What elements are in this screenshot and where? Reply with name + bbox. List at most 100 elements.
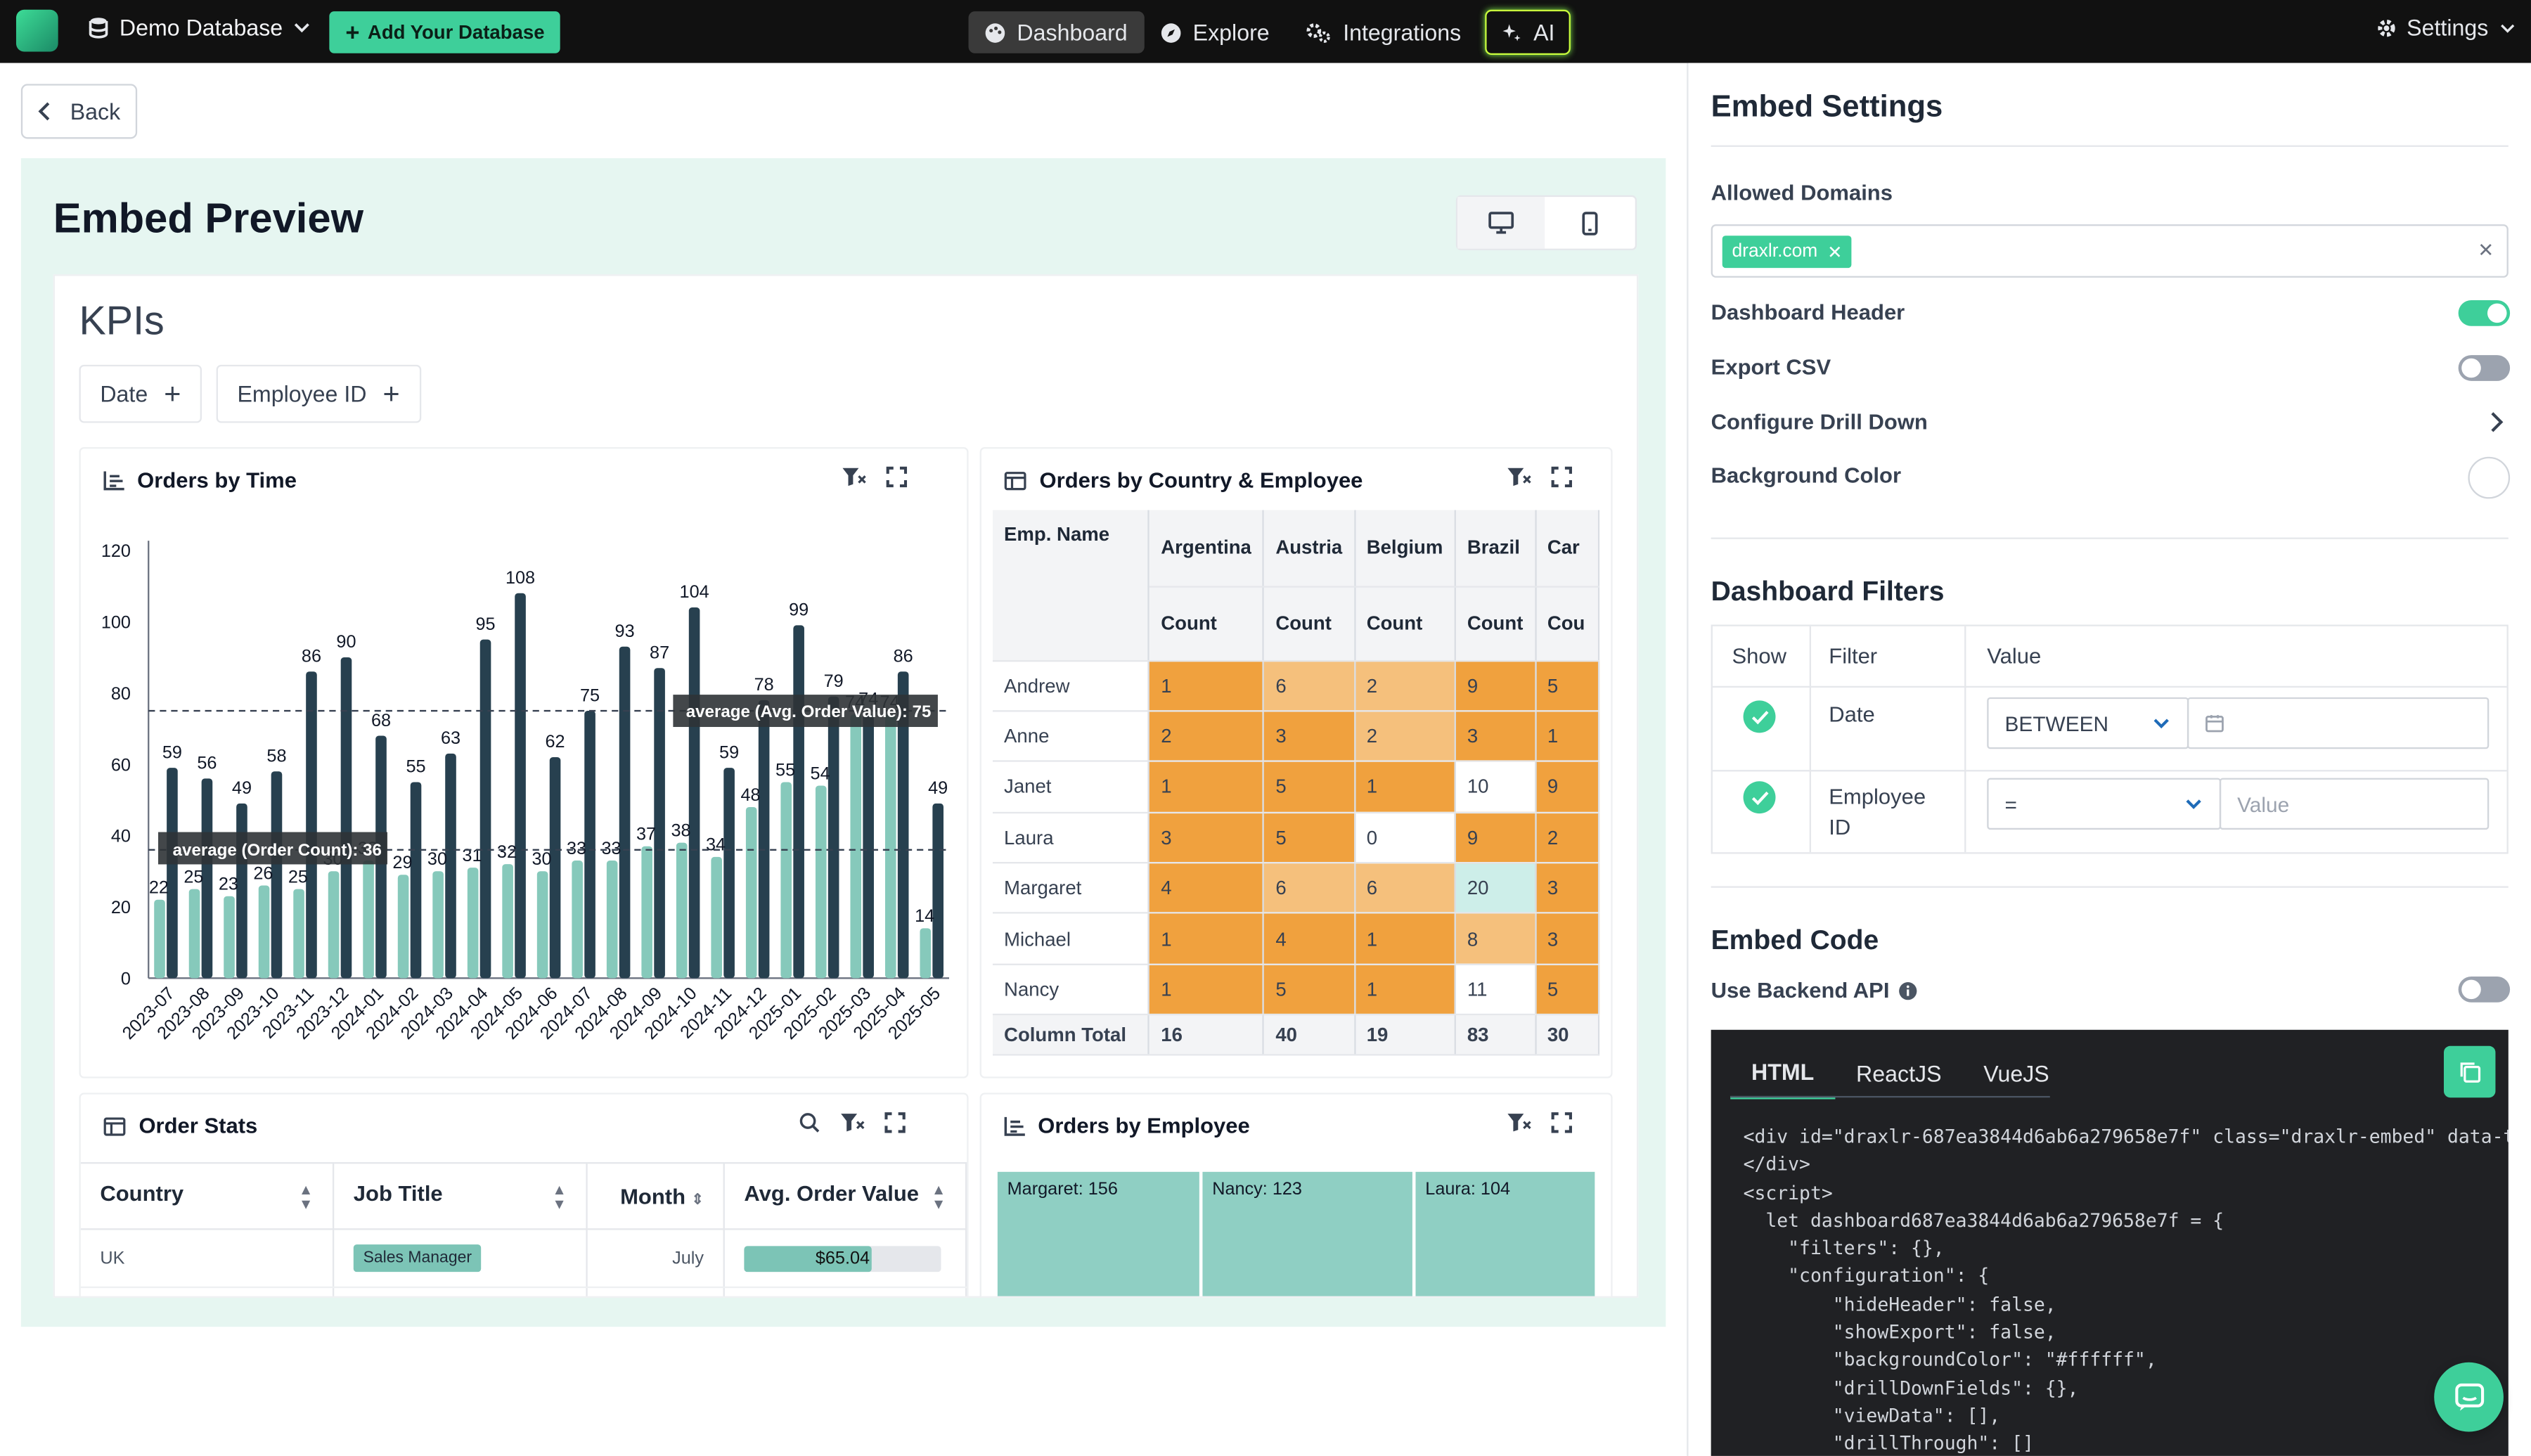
filter-icon[interactable] — [841, 467, 867, 488]
orders-by-time-header: Orders by Time — [103, 468, 297, 492]
card-title: Orders by Time — [137, 468, 297, 493]
pivot-measure: Count — [1263, 586, 1355, 662]
allowed-domains-input[interactable]: draxlr.com ✕ ✕ — [1711, 224, 2509, 278]
configure-drill-down-label[interactable]: Configure Drill Down — [1711, 410, 1928, 434]
chart-icon — [1004, 1116, 1025, 1136]
pivot-cell: 1 — [1354, 761, 1456, 813]
show-employee-checkbox[interactable] — [1743, 781, 1776, 814]
bar-avg-order-value — [676, 842, 688, 979]
date-range-input[interactable] — [2187, 697, 2490, 749]
column-header-value: Value — [1987, 644, 2042, 669]
pivot-cell: 9 — [1535, 761, 1600, 813]
desktop-view-button[interactable] — [1457, 197, 1545, 249]
tab-reactjs[interactable]: ReactJS — [1856, 1060, 1942, 1087]
table-row: Margaret 4 6 6 20 3 — [992, 863, 1600, 915]
info-icon[interactable] — [1898, 981, 1917, 1000]
expand-icon[interactable] — [886, 466, 908, 488]
mobile-view-button[interactable] — [1546, 197, 1633, 248]
dashboard-header-toggle[interactable] — [2458, 300, 2511, 326]
filter-date-chip[interactable]: Date + — [79, 364, 202, 423]
treemap-tile[interactable]: Nancy: 123 — [1202, 1171, 1412, 1296]
tab-underline — [1730, 1095, 2050, 1098]
filter-icon[interactable] — [1506, 1112, 1532, 1133]
y-tick-label: 80 — [111, 684, 131, 704]
date-operator-select[interactable]: BETWEEN — [1987, 697, 2189, 749]
filter-employee-chip[interactable]: Employee ID + — [216, 364, 421, 423]
data-label: 104 — [680, 582, 709, 602]
nav-integrations[interactable]: Integrations — [1289, 11, 1477, 53]
export-csv-toggle[interactable] — [2458, 355, 2511, 381]
chevron-right-icon[interactable] — [2491, 411, 2504, 432]
column-header-job-title[interactable]: Job Title ▲ ▼ — [333, 1162, 588, 1230]
column-header-month[interactable]: Month ⇕ — [586, 1162, 725, 1230]
nav-ai[interactable]: AI — [1485, 9, 1571, 56]
database-selector[interactable]: Demo Database — [87, 15, 312, 40]
table-row: Nancy 1 5 1 11 5 — [992, 964, 1600, 1016]
employee-value-input[interactable]: Value — [2219, 778, 2490, 830]
show-date-checkbox[interactable] — [1743, 700, 1776, 733]
data-label: 58 — [266, 746, 286, 766]
use-backend-api-toggle[interactable] — [2458, 977, 2511, 1003]
data-label: 33 — [601, 839, 621, 858]
filter-icon[interactable] — [839, 1112, 865, 1133]
back-button[interactable]: Back — [20, 84, 138, 139]
bar-avg-order-value — [815, 785, 827, 979]
chevron-down-icon — [2498, 18, 2516, 36]
y-tick-label: 120 — [101, 541, 131, 561]
embed-code-title: Embed Code — [1711, 925, 1879, 956]
bar-avg-order-value — [502, 864, 513, 979]
clear-icon[interactable]: ✕ — [2478, 238, 2494, 262]
search-icon[interactable] — [799, 1112, 820, 1133]
pivot-row-header: Emp. Name — [992, 510, 1150, 662]
copy-code-button[interactable] — [2443, 1045, 2496, 1098]
bar-order-count — [793, 625, 804, 979]
sort-icon: ▲ ▼ — [298, 1180, 314, 1212]
plus-icon: + — [345, 18, 360, 46]
pivot-cell: 9 — [1455, 660, 1536, 712]
filter-icon[interactable] — [1506, 467, 1532, 488]
data-label: 54 — [811, 764, 830, 783]
nav-explore[interactable]: Explore — [1145, 11, 1286, 53]
draxlr-logo[interactable] — [15, 9, 58, 52]
reference-label-box — [157, 832, 388, 865]
table-row — [80, 1287, 335, 1296]
column-label: Country — [100, 1180, 184, 1205]
expand-icon[interactable] — [884, 1112, 906, 1133]
treemap-tile[interactable]: Margaret: 156 — [997, 1171, 1199, 1296]
pivot-row-name: Janet — [992, 761, 1150, 813]
code-tabs: HTML ReactJS VueJS — [1730, 1048, 2070, 1100]
bar-avg-order-value — [397, 875, 409, 979]
chat-support-button[interactable] — [2434, 1362, 2504, 1432]
database-icon — [87, 16, 110, 39]
nav-dashboard[interactable]: Dashboard — [968, 11, 1144, 53]
back-label: Back — [70, 98, 121, 124]
bar-avg-order-value — [641, 846, 652, 979]
pivot-total-cell: 16 — [1149, 1014, 1265, 1057]
background-color-swatch[interactable] — [2468, 456, 2511, 499]
treemap-tile[interactable]: Laura: 104 — [1415, 1171, 1595, 1296]
expand-icon[interactable] — [1551, 466, 1572, 488]
nav-integrations-label: Integrations — [1343, 19, 1462, 46]
table-row: Anne 2 3 2 3 1 — [992, 711, 1600, 763]
pivot-cell: 3 — [1149, 812, 1265, 864]
employee-operator-select[interactable]: = — [1987, 778, 2222, 830]
tab-html[interactable]: HTML — [1730, 1048, 1836, 1100]
dashboard-title: KPIs — [79, 298, 165, 344]
embed-code-text[interactable]: <div id="draxlr-687ea3844d6ab6a279658e7f… — [1743, 1125, 2509, 1455]
add-database-button[interactable]: + Add Your Database — [329, 11, 561, 53]
pivot-cell: 9 — [1455, 812, 1536, 864]
pivot-col-argentina: Argentina — [1149, 510, 1265, 587]
remove-tag-icon[interactable]: ✕ — [1827, 243, 1843, 263]
embedded-dashboard: KPIs Date + Employee ID + Orders by Time — [53, 274, 1639, 1298]
tab-vuejs[interactable]: VueJS — [1983, 1060, 2049, 1087]
settings-menu[interactable]: Settings — [2376, 14, 2516, 41]
column-header-country[interactable]: Country ▲ ▼ — [80, 1162, 335, 1230]
y-tick-label: 0 — [121, 969, 131, 988]
bar-order-count — [688, 607, 700, 979]
pivot-cell: 2 — [1535, 812, 1600, 864]
filter-employee-name: Employee ID — [1829, 784, 1926, 839]
pivot-cell: 5 — [1535, 964, 1600, 1016]
settings-label: Settings — [2407, 14, 2489, 41]
expand-icon[interactable] — [1551, 1112, 1572, 1133]
column-header-avg-order-value[interactable]: Avg. Order Value ▲ ▼ — [723, 1162, 967, 1230]
